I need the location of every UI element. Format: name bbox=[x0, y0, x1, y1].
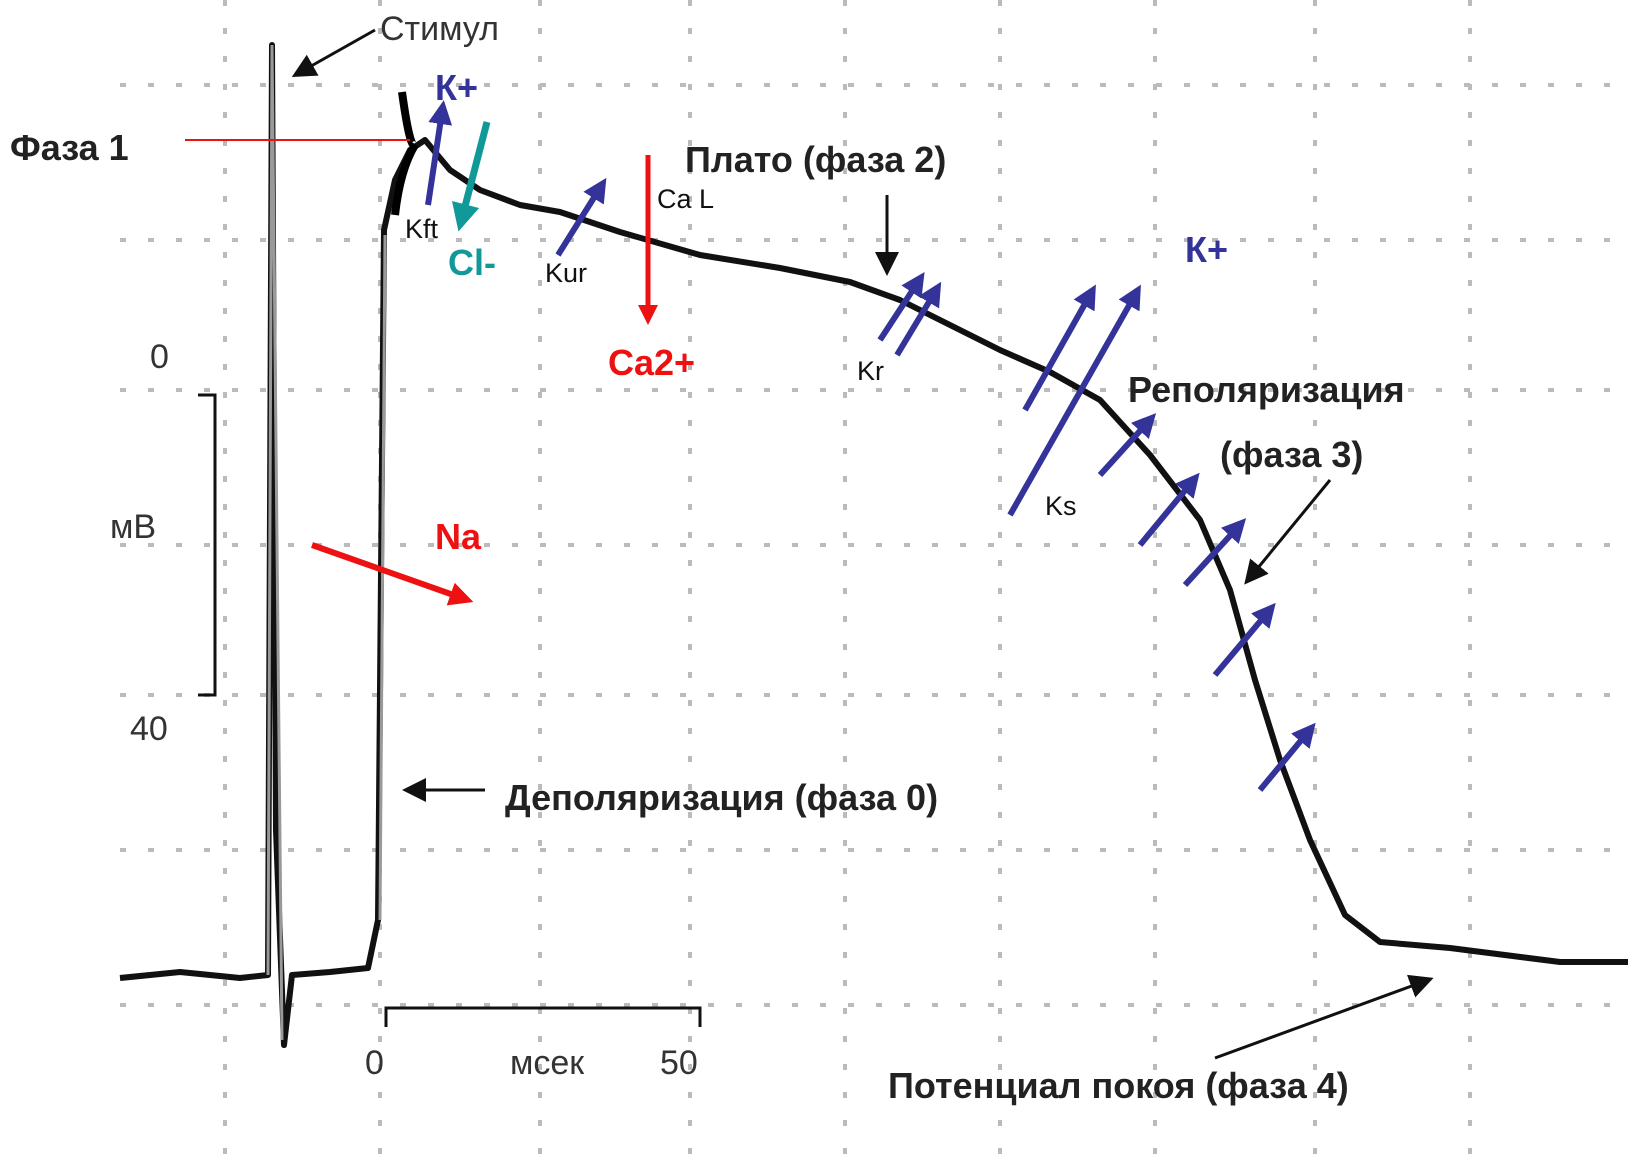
kft-label: Kft bbox=[405, 214, 439, 244]
ca-l-label: Ca L bbox=[657, 184, 714, 214]
rest-label: Потенциал покоя (фаза 4) bbox=[888, 1065, 1349, 1106]
ca2-label: Ca2+ bbox=[608, 342, 695, 383]
na-label: Na bbox=[435, 516, 482, 557]
voltage-unit: мВ bbox=[110, 508, 156, 546]
time-scale-bar bbox=[386, 1008, 700, 1027]
time-end: 50 bbox=[660, 1044, 698, 1082]
voltage-top: 0 bbox=[150, 338, 169, 376]
action-potential-diagram: Стимул Фаза 1 К+ Kft Cl- Kur Ca L Ca2+ П… bbox=[0, 0, 1628, 1157]
kr-label: Kr bbox=[857, 356, 884, 386]
cl-label: Cl- bbox=[448, 242, 496, 283]
phase3-label: (фаза 3) bbox=[1220, 434, 1363, 475]
voltage-bottom: 40 bbox=[130, 710, 168, 748]
cl-arrow bbox=[462, 122, 487, 218]
phase1-label: Фаза 1 bbox=[10, 127, 129, 168]
plateau-label: Плато (фаза 2) bbox=[685, 139, 946, 180]
stimulus-label: Стимул bbox=[380, 10, 499, 48]
repolarization-label: Реполяризация bbox=[1128, 369, 1405, 410]
time-start: 0 bbox=[365, 1044, 384, 1082]
time-unit: мсек bbox=[510, 1044, 585, 1082]
ks-label: Ks bbox=[1045, 491, 1077, 521]
kur-label: Kur bbox=[545, 258, 587, 288]
k-label: К+ bbox=[1185, 229, 1228, 270]
depolarization-label: Деполяризация (фаза 0) bbox=[505, 777, 938, 818]
stimulus-trace bbox=[268, 45, 385, 1040]
k-label: К+ bbox=[435, 67, 478, 108]
